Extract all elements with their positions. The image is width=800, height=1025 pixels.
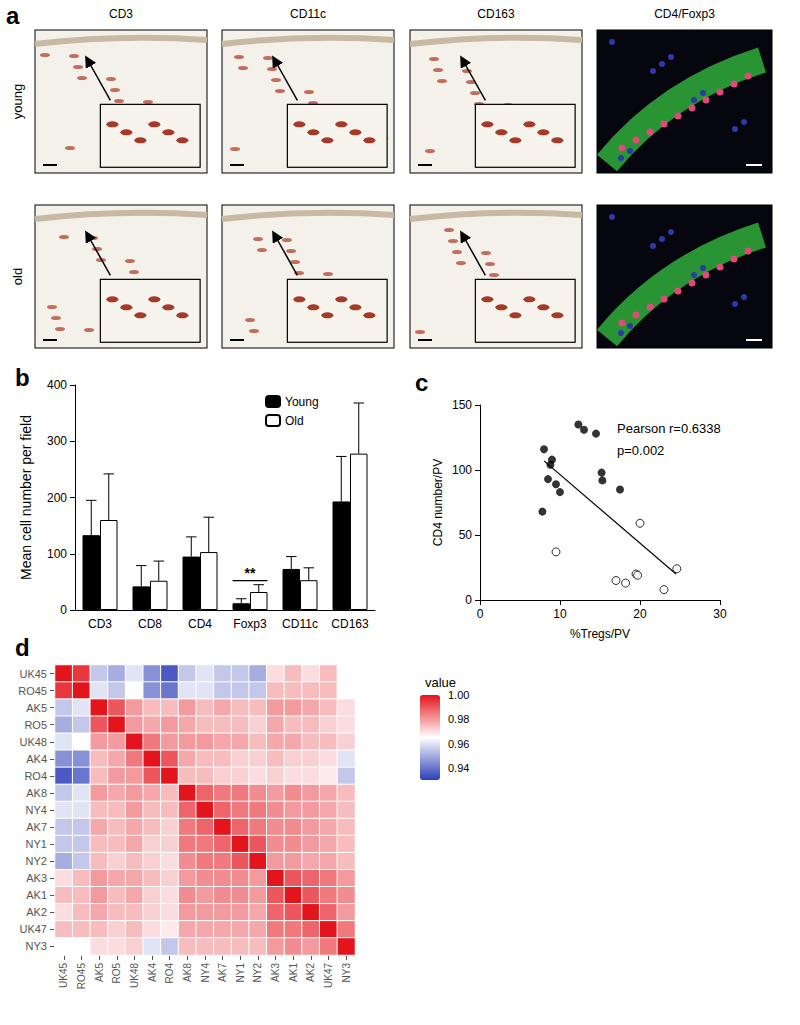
svg-text:Old: Old [285, 414, 304, 428]
svg-text:UK47: UK47 [323, 963, 334, 988]
svg-text:150: 150 [452, 398, 472, 412]
svg-text:AK8: AK8 [182, 963, 193, 982]
svg-text:CD4 number/PV: CD4 number/PV [431, 459, 445, 546]
svg-text:200: 200 [47, 491, 67, 505]
svg-text:Foxp3: Foxp3 [233, 617, 267, 631]
svg-text:**: ** [245, 565, 256, 581]
svg-text:p=0.002: p=0.002 [617, 443, 664, 458]
svg-text:NY3: NY3 [26, 940, 47, 952]
svg-text:Mean cell number per field: Mean cell number per field [18, 415, 34, 580]
svg-text:RO4: RO4 [24, 770, 47, 782]
svg-text:Young: Young [285, 395, 319, 409]
svg-text:1.00: 1.00 [448, 689, 469, 701]
svg-text:300: 300 [47, 434, 67, 448]
svg-text:CD163: CD163 [331, 617, 369, 631]
svg-text:AK1: AK1 [288, 963, 299, 982]
svg-text:AK7: AK7 [217, 963, 228, 982]
svg-text:20: 20 [633, 607, 647, 621]
svg-text:0: 0 [60, 603, 67, 617]
svg-text:CD8: CD8 [138, 617, 162, 631]
svg-text:0.98: 0.98 [448, 713, 469, 725]
svg-text:UK48: UK48 [19, 736, 47, 748]
svg-text:b: b [15, 364, 30, 391]
svg-text:AK5: AK5 [26, 702, 47, 714]
svg-text:CD4/Foxp3: CD4/Foxp3 [654, 7, 715, 21]
svg-text:NY2: NY2 [26, 855, 47, 867]
svg-text:NY4: NY4 [200, 963, 211, 983]
svg-text:30: 30 [713, 607, 727, 621]
svg-text:AK8: AK8 [26, 787, 47, 799]
svg-text:CD11c: CD11c [290, 7, 326, 21]
svg-text:AK4: AK4 [147, 963, 158, 982]
svg-text:Pearson r=0.6338: Pearson r=0.6338 [617, 421, 721, 436]
svg-text:NY2: NY2 [252, 963, 263, 983]
svg-text:AK1: AK1 [26, 889, 47, 901]
svg-text:AK4: AK4 [26, 753, 47, 765]
svg-text:AK3: AK3 [270, 963, 281, 982]
svg-text:young: young [10, 84, 25, 119]
svg-text:UK48: UK48 [129, 963, 140, 988]
svg-text:0.94: 0.94 [448, 762, 469, 774]
svg-text:old: old [10, 268, 25, 285]
svg-text:RO45: RO45 [18, 685, 47, 697]
svg-text:value: value [425, 675, 456, 690]
svg-text:NY3: NY3 [341, 963, 352, 983]
svg-text:AK7: AK7 [26, 821, 47, 833]
svg-text:RO5: RO5 [111, 963, 122, 984]
svg-text:AK5: AK5 [94, 963, 105, 982]
svg-text:400: 400 [47, 378, 67, 392]
svg-text:UK45: UK45 [58, 963, 69, 988]
svg-text:CD3: CD3 [88, 617, 112, 631]
svg-text:50: 50 [459, 528, 473, 542]
svg-text:CD4: CD4 [188, 617, 212, 631]
svg-text:0: 0 [477, 607, 484, 621]
svg-text:NY4: NY4 [26, 804, 47, 816]
svg-text:UK47: UK47 [19, 923, 47, 935]
svg-text:CD163: CD163 [477, 7, 515, 21]
svg-text:NY1: NY1 [26, 838, 47, 850]
svg-text:0: 0 [465, 593, 472, 607]
svg-text:AK2: AK2 [26, 906, 47, 918]
svg-text:RO5: RO5 [24, 719, 47, 731]
svg-text:10: 10 [553, 607, 567, 621]
svg-text:0.96: 0.96 [448, 738, 469, 750]
svg-text:%Tregs/PV: %Tregs/PV [570, 627, 630, 641]
svg-text:a: a [6, 2, 20, 29]
svg-text:RO45: RO45 [76, 963, 87, 990]
svg-text:100: 100 [452, 463, 472, 477]
svg-text:NY1: NY1 [235, 963, 246, 983]
svg-text:UK45: UK45 [19, 668, 47, 680]
svg-text:100: 100 [47, 547, 67, 561]
svg-text:CD3: CD3 [109, 7, 133, 21]
svg-text:RO4: RO4 [164, 963, 175, 984]
svg-text:AK2: AK2 [305, 963, 316, 982]
svg-text:CD11c: CD11c [282, 617, 318, 631]
svg-text:AK3: AK3 [26, 872, 47, 884]
svg-text:d: d [15, 634, 30, 661]
svg-text:c: c [415, 369, 428, 396]
